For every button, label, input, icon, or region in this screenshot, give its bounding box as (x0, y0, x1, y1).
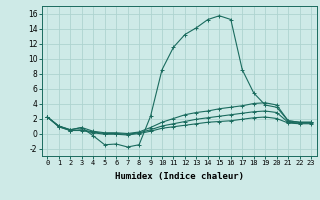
X-axis label: Humidex (Indice chaleur): Humidex (Indice chaleur) (115, 172, 244, 181)
